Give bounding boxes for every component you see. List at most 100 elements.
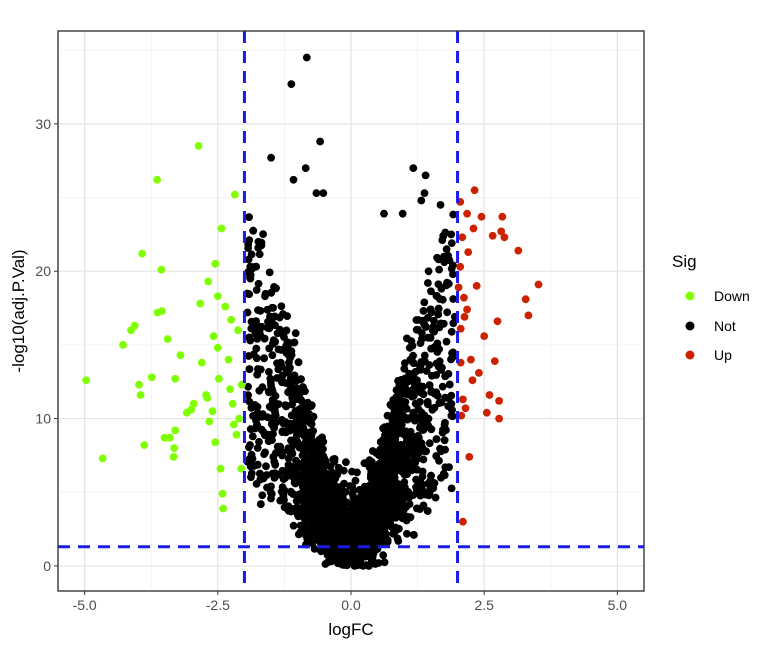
data-point-not	[263, 305, 272, 314]
data-point-not	[405, 369, 414, 378]
data-point-not	[253, 370, 262, 379]
data-point-not	[245, 455, 254, 464]
data-point-up	[459, 395, 467, 404]
data-point-not	[328, 541, 337, 550]
data-point-not	[258, 491, 267, 500]
data-point-not	[330, 499, 338, 507]
data-point-not	[269, 453, 278, 461]
data-point-not	[276, 496, 285, 505]
data-point-not	[402, 404, 411, 413]
data-point-not	[375, 459, 384, 468]
data-point-not	[267, 414, 275, 423]
y-axis-ticks: 0 10 20 30	[35, 116, 58, 574]
data-point-not	[281, 474, 290, 482]
data-point-not	[253, 444, 262, 452]
data-point-not	[398, 381, 407, 390]
data-point-not	[277, 346, 285, 354]
data-point-down	[231, 190, 239, 199]
data-point-down	[138, 249, 147, 258]
data-point-not	[318, 467, 326, 476]
data-point-not	[440, 436, 449, 445]
data-point-not	[286, 419, 295, 428]
data-point-not	[301, 164, 310, 173]
data-point-not	[278, 372, 286, 381]
data-point-not	[349, 538, 358, 546]
data-point-not	[327, 520, 335, 529]
data-point-not	[374, 559, 383, 567]
data-point-not	[408, 463, 417, 472]
data-point-down	[136, 391, 145, 399]
data-point-down	[208, 407, 217, 416]
data-point-not	[271, 392, 280, 400]
data-point-down	[196, 299, 205, 308]
data-point-not	[430, 316, 438, 325]
data-point-not	[271, 337, 280, 346]
data-point-not	[246, 441, 254, 449]
x-tick-label: 2.5	[474, 597, 494, 613]
data-point-not	[445, 380, 454, 389]
data-point-up	[463, 305, 471, 314]
data-point-down	[98, 454, 107, 463]
data-point-down	[169, 453, 178, 461]
data-point-not	[333, 470, 342, 479]
data-point-not	[424, 333, 433, 342]
data-point-not	[424, 279, 432, 287]
data-point-not	[437, 366, 445, 374]
data-point-not	[271, 469, 279, 478]
data-point-down	[228, 399, 237, 408]
data-point-not	[244, 255, 253, 264]
data-point-not	[346, 482, 354, 490]
data-point-not	[367, 471, 375, 480]
data-point-not	[368, 447, 377, 455]
data-point-not	[389, 502, 397, 511]
data-point-down	[224, 355, 233, 364]
data-point-not	[310, 438, 318, 447]
data-point-not	[403, 514, 411, 523]
data-point-not	[442, 245, 451, 254]
data-point-not	[425, 491, 433, 500]
data-point-down	[235, 414, 244, 423]
data-point-not	[297, 396, 305, 405]
data-point-not	[447, 230, 456, 239]
data-point-not	[318, 474, 326, 482]
data-point-not	[447, 327, 456, 336]
data-point-not	[287, 347, 295, 356]
grid-lines	[58, 31, 644, 591]
data-point-not	[259, 474, 268, 483]
data-point-down	[135, 380, 143, 389]
data-point-not	[287, 80, 296, 88]
data-point-not	[270, 283, 278, 291]
data-point-not	[270, 421, 278, 430]
data-point-not	[290, 467, 299, 476]
data-point-not	[260, 334, 269, 343]
data-point-not	[252, 354, 261, 363]
data-point-not	[344, 549, 353, 557]
data-point-not	[398, 482, 407, 491]
data-point-not	[426, 305, 435, 314]
data-point-not	[297, 463, 305, 472]
data-point-down	[140, 441, 149, 449]
data-point-not	[328, 485, 336, 493]
data-point-not	[442, 426, 450, 434]
data-point-not	[416, 444, 424, 453]
data-point-not	[422, 323, 430, 331]
data-point-down	[147, 373, 156, 382]
data-point-not	[298, 383, 307, 391]
data-point-not	[316, 137, 324, 146]
data-point-not	[437, 284, 446, 293]
data-point-not	[300, 453, 309, 462]
data-point-not	[447, 239, 456, 248]
data-point-down	[158, 307, 166, 315]
data-point-not	[414, 325, 422, 334]
data-point-not	[265, 368, 273, 376]
data-point-not	[253, 403, 262, 411]
data-point-not	[302, 525, 310, 534]
data-point-down	[203, 394, 212, 402]
data-point-not	[418, 334, 426, 343]
data-point-not	[340, 499, 349, 508]
data-point-not	[252, 286, 261, 294]
data-point-not	[296, 528, 305, 537]
data-point-not	[434, 310, 443, 319]
data-point-not	[313, 525, 322, 534]
points-not-series	[243, 53, 459, 570]
